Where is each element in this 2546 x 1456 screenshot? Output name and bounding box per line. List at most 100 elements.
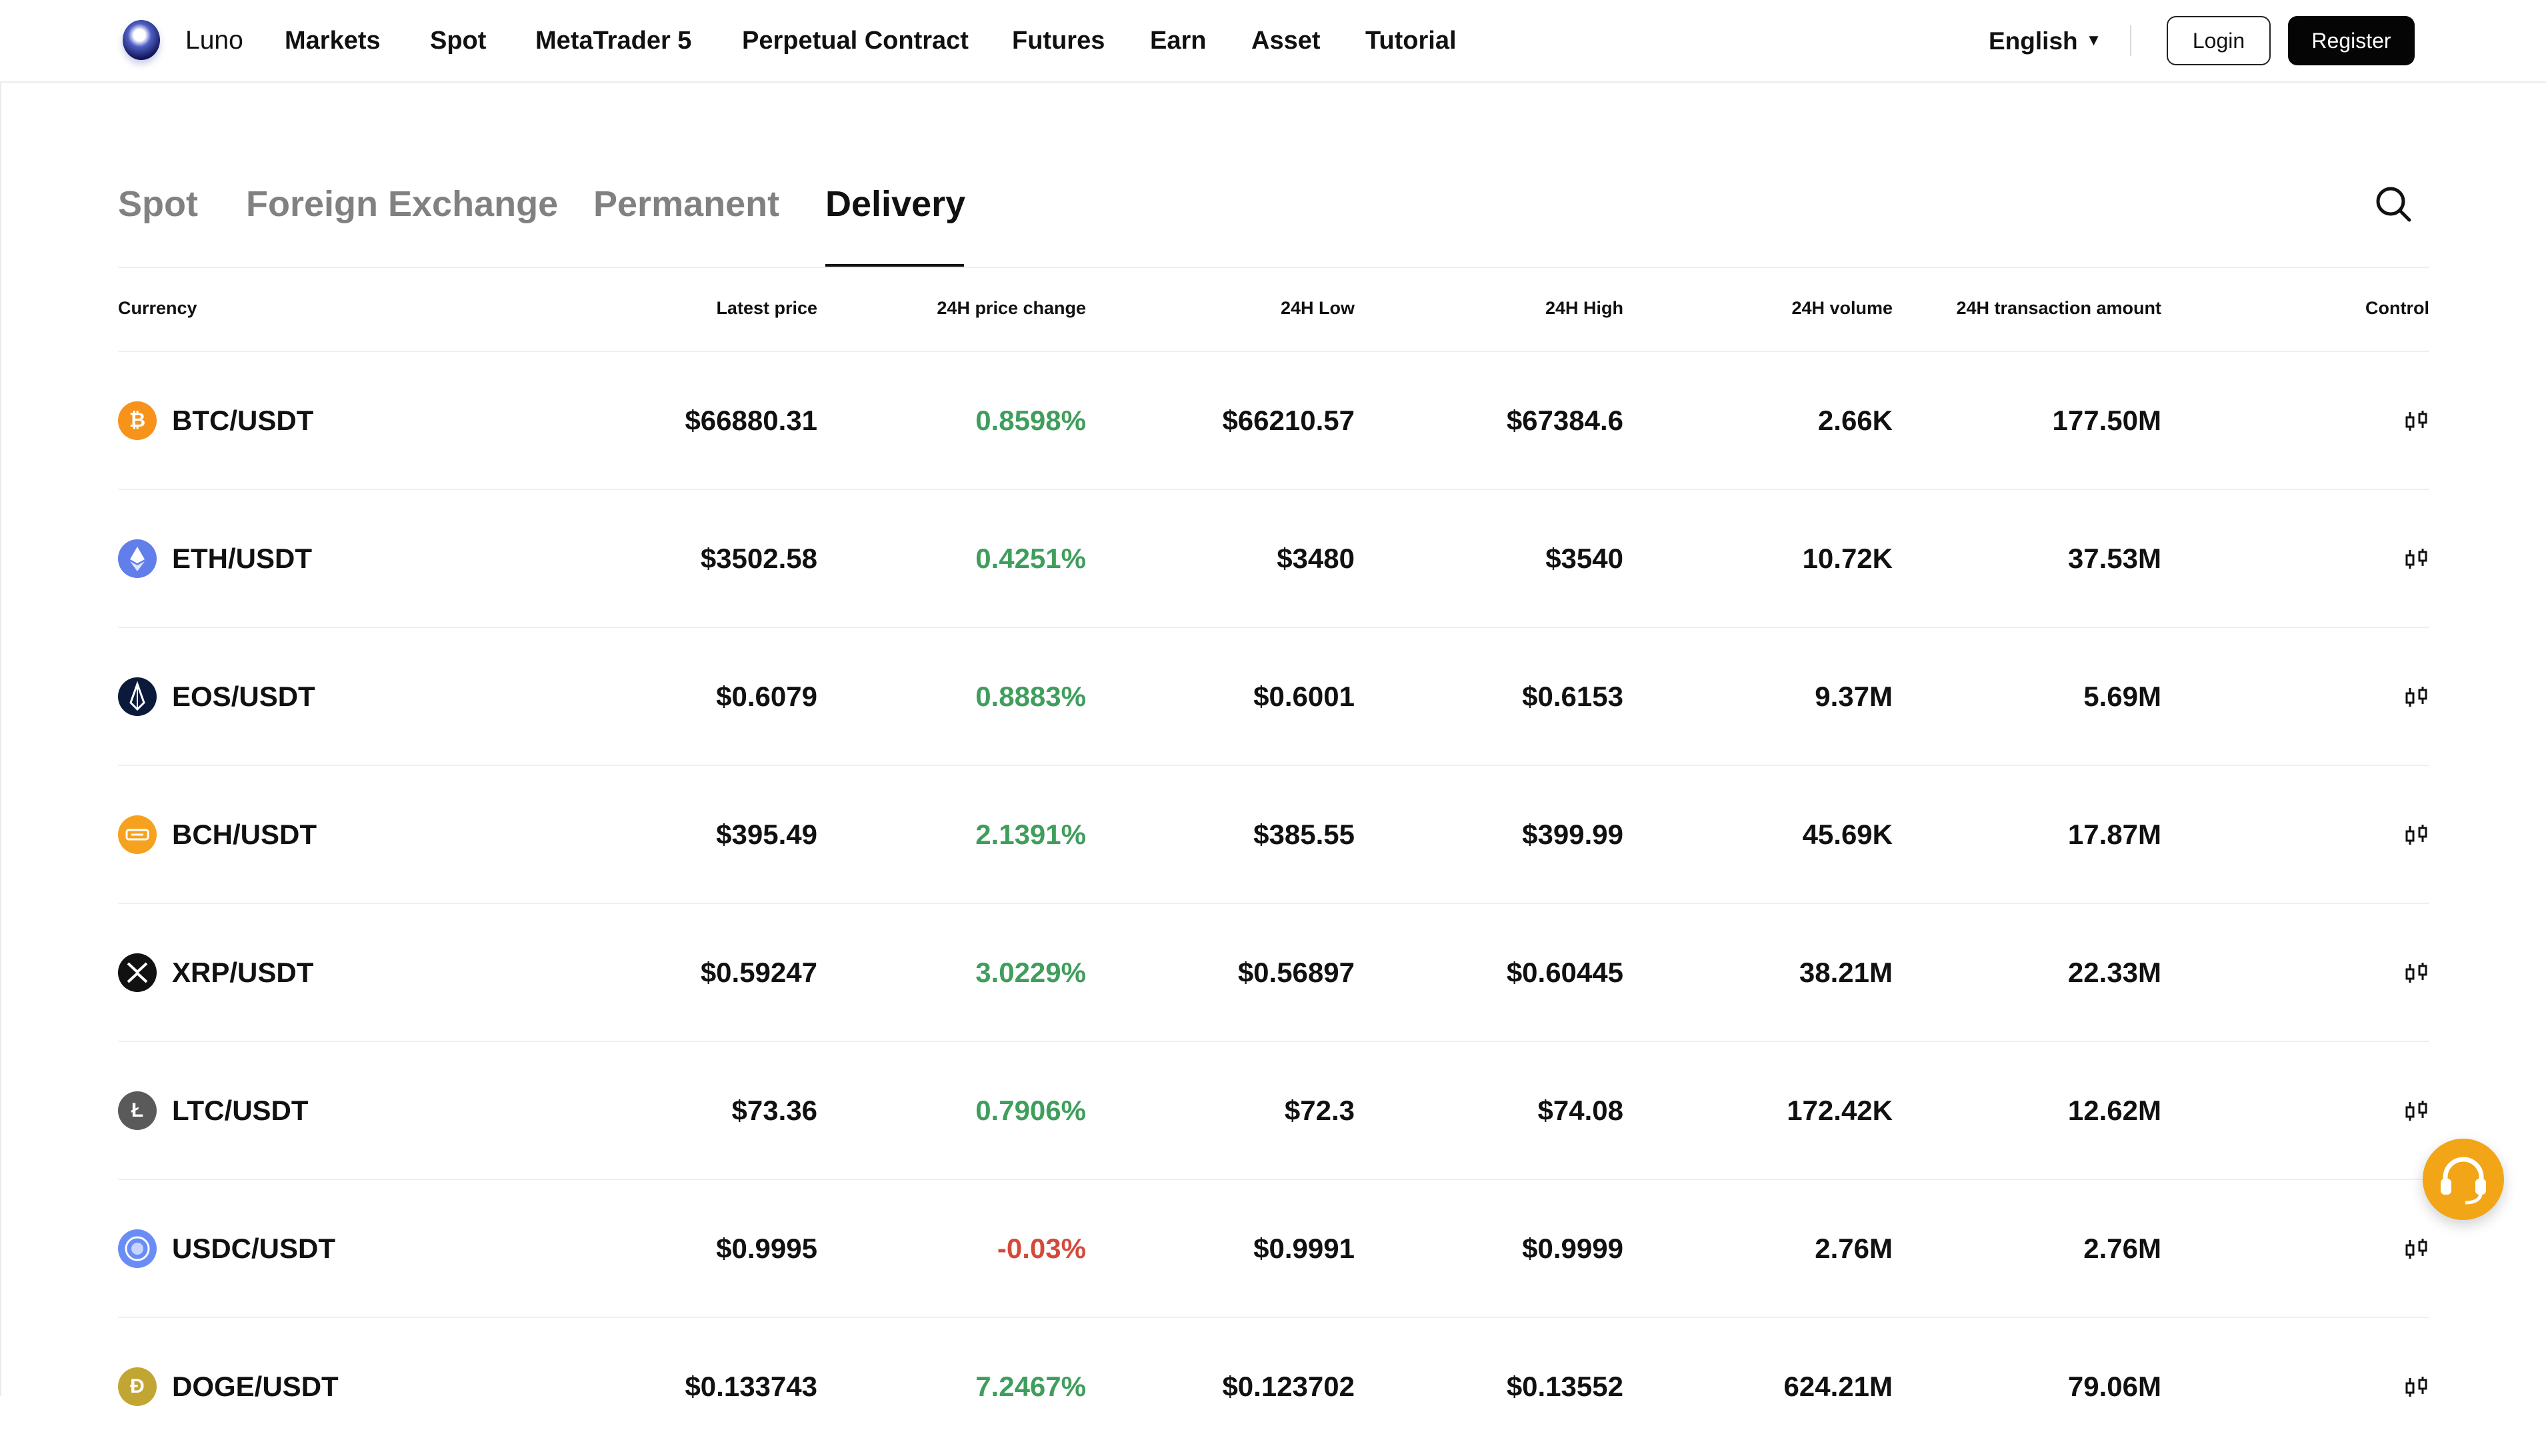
low-24h: $0.6001 (1253, 681, 1355, 712)
volume-24h: 172.42K (1787, 1095, 1893, 1126)
transaction-amount-24h: 12.62M (2067, 1095, 2161, 1126)
active-tab-indicator (825, 264, 964, 267)
high-24h: $0.6153 (1522, 681, 1623, 712)
row-divider (118, 765, 2429, 766)
tab-spot[interactable]: Spot (118, 184, 198, 224)
nav-metatrader-5[interactable]: MetaTrader 5 (535, 27, 692, 55)
candlestick-chart-icon[interactable] (2404, 823, 2429, 847)
transaction-amount-24h: 2.76M (2083, 1233, 2161, 1264)
nav-earn[interactable]: Earn (1150, 27, 1207, 55)
candlestick-chart-icon[interactable] (2404, 1375, 2429, 1399)
price-change: 7.2467% (975, 1371, 1086, 1402)
row-divider (118, 1041, 2429, 1042)
table-header-divider (118, 351, 2429, 352)
transaction-amount-24h: 177.50M (2052, 405, 2161, 436)
login-button[interactable]: Login (2167, 16, 2271, 65)
bitcoin-cash-icon (118, 815, 157, 854)
table-row[interactable]: Ð DOGE/USDT $0.133743 7.2467% $0.123702 … (0, 1318, 2546, 1456)
high-24h: $0.9999 (1522, 1233, 1623, 1264)
latest-price: $395.49 (716, 819, 817, 850)
table-row[interactable]: EOS/USDT $0.6079 0.8883% $0.6001 $0.6153… (0, 628, 2546, 766)
customer-support-button[interactable] (2423, 1139, 2504, 1220)
usdc-icon (118, 1229, 157, 1268)
caret-down-icon: ▼ (2085, 31, 2102, 49)
latest-price: $0.59247 (700, 957, 817, 988)
language-selector[interactable]: English ▼ (1989, 24, 2101, 58)
nav-markets[interactable]: Markets (285, 27, 381, 55)
price-change: 0.7906% (975, 1095, 1086, 1126)
table-row[interactable]: ETH/USDT $3502.58 0.4251% $3480 $3540 10… (0, 490, 2546, 628)
high-24h: $3540 (1545, 543, 1623, 574)
litecoin-icon: Ł (118, 1091, 157, 1130)
high-24h: $399.99 (1522, 819, 1623, 850)
candlestick-chart-icon[interactable] (2404, 1099, 2429, 1123)
search-icon[interactable] (2373, 184, 2413, 224)
price-change: 0.8883% (975, 681, 1086, 712)
luno-logo-icon[interactable] (123, 20, 160, 60)
tab-permanent[interactable]: Permanent (593, 184, 780, 224)
register-button[interactable]: Register (2288, 16, 2415, 65)
brand-name[interactable]: Luno (185, 26, 243, 55)
latest-price: $0.9995 (716, 1233, 817, 1264)
column-24h-high: 24H High (1545, 298, 1623, 318)
column-latest-price: Latest price (716, 298, 817, 318)
volume-24h: 2.66K (1817, 405, 1893, 436)
tabs-divider (118, 267, 2429, 268)
transaction-amount-24h: 5.69M (2083, 681, 2161, 712)
latest-price: $0.6079 (716, 681, 817, 712)
dogecoin-icon: Ð (118, 1367, 157, 1406)
pair-name[interactable]: USDC/USDT (172, 1233, 336, 1264)
latest-price: $0.133743 (685, 1371, 817, 1402)
transaction-amount-24h: 22.33M (2067, 957, 2161, 988)
bitcoin-icon: ₿ (118, 401, 157, 440)
price-change: -0.03% (997, 1233, 1086, 1264)
column-24h-price-change: 24H price change (937, 298, 1086, 318)
headset-icon (2441, 1157, 2486, 1205)
column-currency: Currency (118, 298, 197, 318)
table-row[interactable]: Ł LTC/USDT $73.36 0.7906% $72.3 $74.08 1… (0, 1042, 2546, 1180)
tab-delivery[interactable]: Delivery (825, 184, 966, 224)
nav-asset[interactable]: Asset (1251, 27, 1321, 55)
pair-name[interactable]: DOGE/USDT (172, 1371, 339, 1402)
column-control: Control (2365, 298, 2429, 318)
table-row[interactable]: BCH/USDT $395.49 2.1391% $385.55 $399.99… (0, 766, 2546, 904)
low-24h: $0.123702 (1222, 1371, 1355, 1402)
tab-foreign-exchange[interactable]: Foreign Exchange (246, 184, 559, 224)
nav-spot[interactable]: Spot (430, 27, 487, 55)
price-change: 2.1391% (975, 819, 1086, 850)
pair-name[interactable]: BTC/USDT (172, 405, 314, 436)
candlestick-chart-icon[interactable] (2404, 409, 2429, 433)
volume-24h: 2.76M (1815, 1233, 1893, 1264)
candlestick-chart-icon[interactable] (2404, 1237, 2429, 1261)
table-row[interactable]: ₿ BTC/USDT $66880.31 0.8598% $66210.57 $… (0, 352, 2546, 490)
nav-futures[interactable]: Futures (1012, 27, 1105, 55)
language-label: English (1989, 27, 2078, 55)
high-24h: $67384.6 (1506, 405, 1623, 436)
top-navigation-bar: Luno Markets Spot MetaTrader 5 Perpetual… (0, 0, 2546, 83)
low-24h: $3480 (1277, 543, 1355, 574)
market-table-header: Currency Latest price 24H price change 2… (0, 293, 2546, 323)
pair-name[interactable]: EOS/USDT (172, 681, 315, 712)
high-24h: $0.13552 (1506, 1371, 1623, 1402)
candlestick-chart-icon[interactable] (2404, 685, 2429, 709)
row-divider (118, 1179, 2429, 1180)
latest-price: $73.36 (731, 1095, 817, 1126)
pair-name[interactable]: LTC/USDT (172, 1095, 309, 1126)
nav-tutorial[interactable]: Tutorial (1365, 27, 1457, 55)
nav-perpetual-contract[interactable]: Perpetual Contract (742, 27, 969, 55)
pair-name[interactable]: XRP/USDT (172, 957, 314, 988)
candlestick-chart-icon[interactable] (2404, 547, 2429, 571)
transaction-amount-24h: 17.87M (2067, 819, 2161, 850)
table-row[interactable]: USDC/USDT $0.9995 -0.03% $0.9991 $0.9999… (0, 1180, 2546, 1318)
volume-24h: 45.69K (1802, 819, 1893, 850)
xrp-icon (118, 953, 157, 992)
transaction-amount-24h: 37.53M (2067, 543, 2161, 574)
pair-name[interactable]: ETH/USDT (172, 543, 312, 574)
low-24h: $72.3 (1284, 1095, 1355, 1126)
row-divider (118, 489, 2429, 490)
low-24h: $66210.57 (1222, 405, 1355, 436)
left-border (0, 83, 1, 1396)
table-row[interactable]: XRP/USDT $0.59247 3.0229% $0.56897 $0.60… (0, 904, 2546, 1042)
pair-name[interactable]: BCH/USDT (172, 819, 317, 850)
candlestick-chart-icon[interactable] (2404, 961, 2429, 985)
